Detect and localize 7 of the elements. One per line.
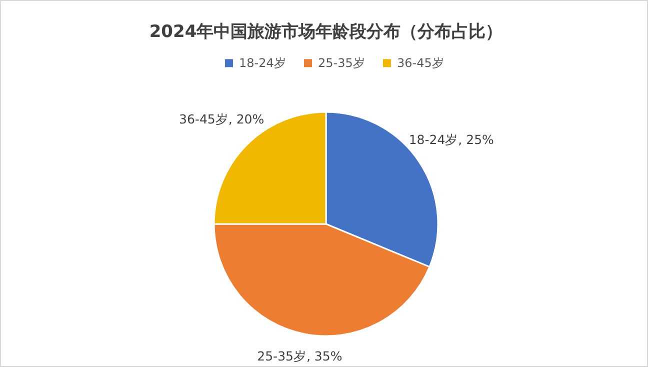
data-label: 25-35岁, 35% — [257, 348, 342, 364]
data-label: 36-45岁, 20% — [179, 112, 264, 127]
legend-label: 18-24岁 — [239, 56, 286, 70]
legend-label: 25-35岁 — [318, 56, 365, 70]
data-label: 18-24岁, 25% — [408, 132, 494, 148]
chart-title: 2024年中国旅游市场年龄段分布（分布占比） — [149, 22, 503, 42]
legend-label: 36-45岁 — [397, 56, 444, 70]
